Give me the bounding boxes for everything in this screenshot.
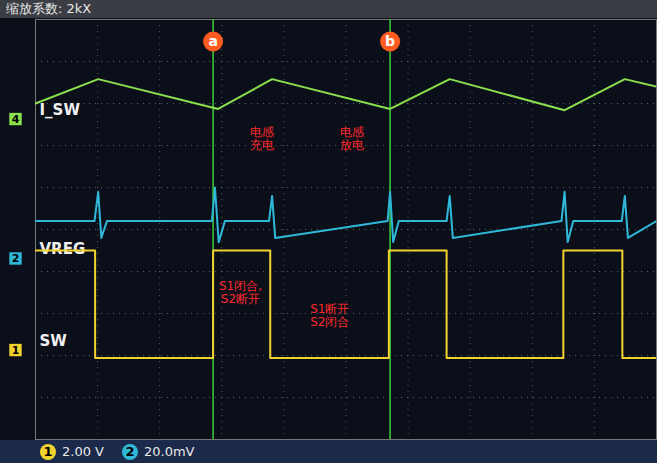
html-text:2: 2	[125, 443, 135, 459]
svg-text:电感放电: 电感放电	[340, 125, 364, 152]
html-text:1: 1	[43, 443, 53, 459]
svg-text:1: 1	[12, 344, 20, 357]
svg-text:SW: SW	[40, 332, 68, 350]
svg-text:4: 4	[12, 113, 20, 126]
svg-text:a: a	[208, 33, 217, 49]
svg-text:电感充电: 电感充电	[250, 125, 274, 152]
html-text:20.0mV: 20.0mV	[144, 443, 195, 459]
svg-text:2: 2	[12, 252, 20, 265]
svg-text:S1断开S2闭合: S1断开S2闭合	[310, 302, 349, 329]
svg-text:VREG: VREG	[40, 240, 86, 258]
html-text:2.00 V: 2.00 V	[62, 443, 104, 459]
svg-text:I_SW: I_SW	[40, 101, 81, 119]
svg-text:S1闭合,S2断开: S1闭合,S2断开	[219, 279, 262, 306]
html-text:缩放系数: 2kX: 缩放系数: 2kX	[6, 1, 92, 16]
svg-text:b: b	[385, 33, 395, 49]
